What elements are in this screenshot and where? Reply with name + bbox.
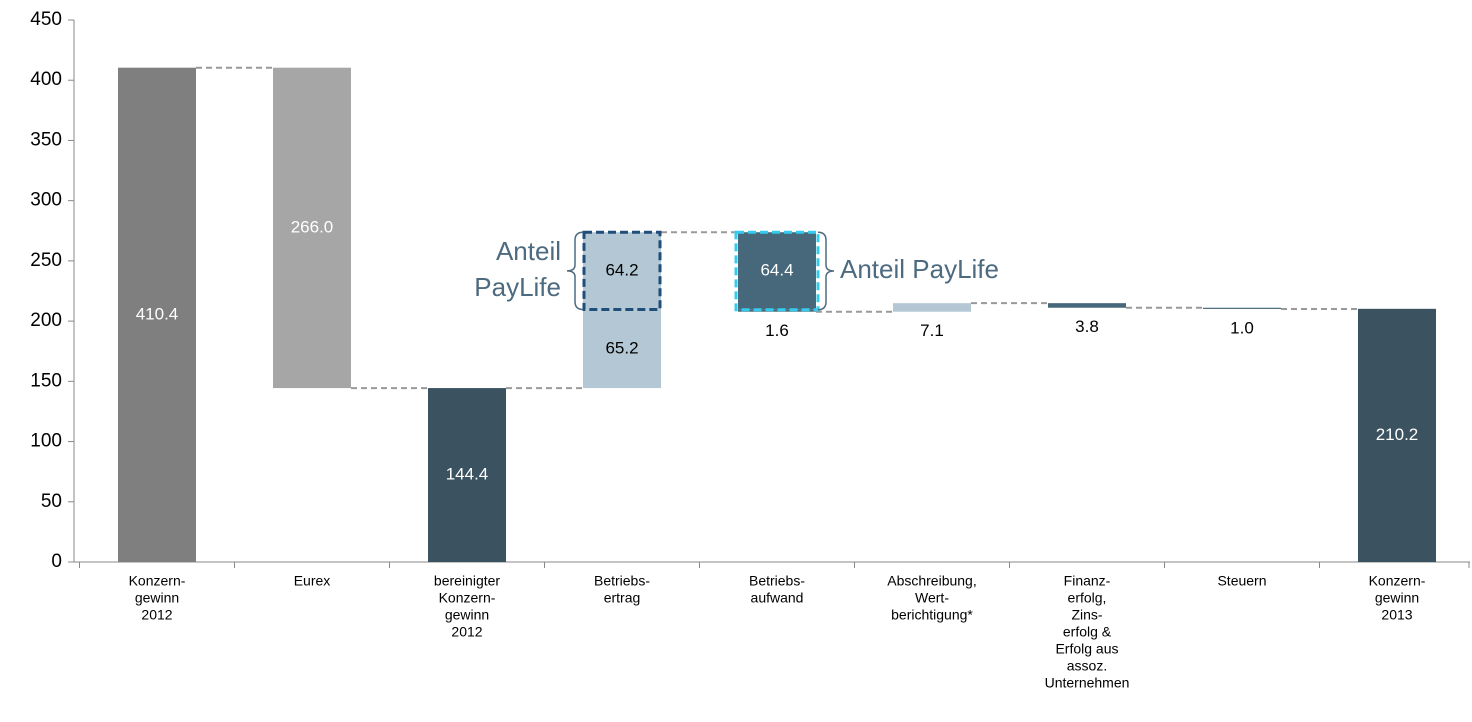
bar-segment bbox=[1048, 303, 1126, 308]
x-tick-label: assoz. bbox=[1067, 658, 1107, 674]
brace bbox=[817, 231, 835, 311]
highlight-box bbox=[734, 230, 820, 312]
x-tick-label: Betriebs- bbox=[594, 573, 650, 589]
bar-segment bbox=[738, 232, 816, 310]
bar-segment bbox=[738, 309, 816, 312]
y-tick-label: 450 bbox=[30, 9, 62, 30]
bar-segment bbox=[583, 309, 661, 389]
y-tick-label: 350 bbox=[30, 129, 62, 150]
value-label: 3.8 bbox=[1075, 317, 1099, 336]
x-tick-label: aufwand bbox=[751, 590, 804, 606]
value-label: 64.4 bbox=[760, 260, 793, 279]
value-label: 7.1 bbox=[920, 321, 944, 340]
value-label: 266.0 bbox=[291, 217, 334, 236]
y-tick-label: 200 bbox=[30, 310, 62, 331]
x-tick-label: Erfolg aus bbox=[1055, 641, 1118, 657]
x-tick-label: Zins- bbox=[1071, 607, 1102, 623]
x-tick-label: 2012 bbox=[451, 624, 482, 640]
x-tick-label: Eurex bbox=[294, 573, 331, 589]
value-label: 1.0 bbox=[1230, 318, 1254, 337]
value-label: 410.4 bbox=[136, 304, 179, 323]
y-tick-label: 100 bbox=[30, 431, 62, 452]
x-tick-label: erfolg, bbox=[1068, 590, 1107, 606]
x-tick-label: 2013 bbox=[1381, 607, 1412, 623]
value-label: 1.6 bbox=[765, 321, 789, 340]
annotation: PayLife bbox=[474, 272, 561, 302]
bar-segment bbox=[118, 67, 196, 563]
value-label: 65.2 bbox=[605, 338, 638, 357]
x-tick-label: Steuern bbox=[1217, 573, 1266, 589]
bar-segment bbox=[1203, 307, 1281, 309]
bar-segment bbox=[1358, 308, 1436, 562]
x-tick-label: berichtigung* bbox=[891, 607, 973, 623]
x-tick-label: gewinn bbox=[445, 607, 489, 623]
highlight-box bbox=[582, 230, 662, 312]
annotation: Anteil PayLife bbox=[840, 254, 999, 284]
value-label: 144.4 bbox=[446, 465, 489, 484]
y-tick-label: 0 bbox=[51, 551, 62, 572]
bar-segment bbox=[273, 67, 351, 389]
bar-segment bbox=[583, 232, 661, 310]
x-tick-label: Abschreibung, bbox=[887, 573, 977, 589]
x-tick-label: Finanz- bbox=[1064, 573, 1111, 589]
x-tick-label: Betriebs- bbox=[749, 573, 805, 589]
x-tick-label: bereinigter bbox=[434, 573, 500, 589]
x-tick-label: erfolg & bbox=[1063, 624, 1112, 640]
bar-segment bbox=[428, 388, 506, 562]
value-label: 64.2 bbox=[605, 260, 638, 279]
x-tick-label: 2012 bbox=[141, 607, 172, 623]
x-tick-label: Konzern- bbox=[129, 573, 186, 589]
annotation: Anteil bbox=[496, 236, 561, 266]
x-tick-label: Konzern- bbox=[439, 590, 496, 606]
x-tick-label: Konzern- bbox=[1369, 573, 1426, 589]
x-tick-label: gewinn bbox=[1375, 590, 1419, 606]
y-tick-label: 150 bbox=[30, 370, 62, 391]
y-tick-label: 400 bbox=[30, 69, 62, 90]
y-tick-label: 250 bbox=[30, 250, 62, 271]
bar-segment bbox=[893, 303, 971, 312]
x-tick-label: gewinn bbox=[135, 590, 179, 606]
brace bbox=[566, 231, 584, 311]
x-tick-label: Unternehmen bbox=[1045, 675, 1130, 691]
x-tick-label: Wert- bbox=[915, 590, 949, 606]
value-label: 210.2 bbox=[1376, 425, 1419, 444]
x-tick-label: ertrag bbox=[604, 590, 641, 606]
y-tick-label: 50 bbox=[41, 491, 62, 512]
y-tick-label: 300 bbox=[30, 190, 62, 211]
